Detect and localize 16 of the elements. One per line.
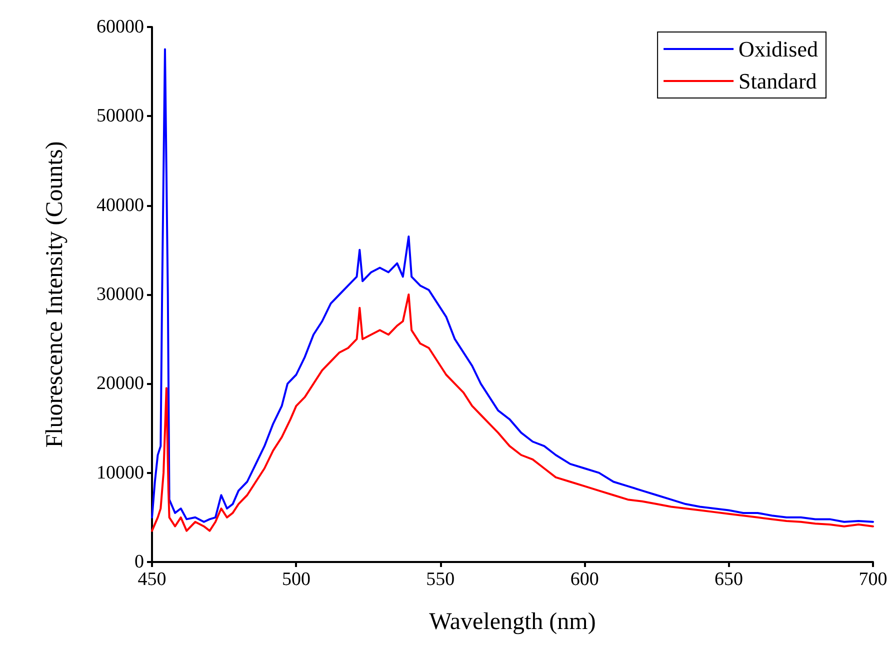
legend-label: Oxidised (738, 36, 818, 62)
y-tick-label: 10000 (96, 462, 144, 484)
y-tick-label: 50000 (96, 106, 144, 127)
line-series (151, 294, 874, 532)
y-tick-label: 40000 (96, 194, 144, 216)
y-tick-label: 60000 (96, 16, 144, 38)
x-axis-title: Wavelength (nm) (429, 609, 596, 635)
y-axis-title: Fluorescence Intensity (Counts) (42, 141, 68, 448)
legend-label: Standard (738, 68, 817, 94)
x-tick-label: 550 (426, 569, 455, 590)
x-tick-label: 700 (858, 569, 888, 590)
y-tick-label: 30000 (96, 284, 144, 305)
y-tick-label: 20000 (96, 373, 144, 394)
x-tick-label: 650 (714, 569, 744, 590)
x-tick-label: 500 (282, 569, 310, 590)
x-tick-label: 600 (570, 569, 599, 590)
